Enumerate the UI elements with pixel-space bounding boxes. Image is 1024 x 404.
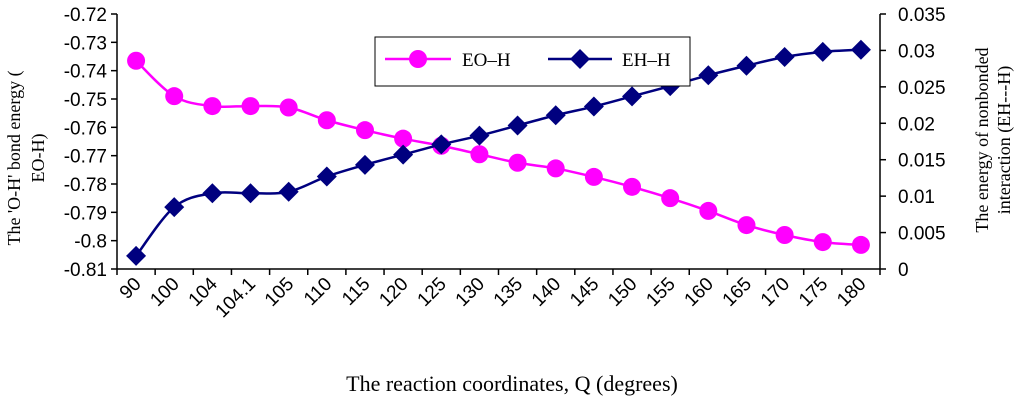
y-left-tick-label: -0.79: [64, 203, 107, 224]
series-layer: [126, 39, 871, 266]
legend-box: [374, 36, 691, 87]
data-point-ehh: [583, 96, 604, 117]
x-tick-label: 90: [116, 274, 146, 304]
data-point-ehh: [126, 245, 147, 266]
x-tick-label: 150: [604, 274, 641, 311]
data-point-eoh: [546, 159, 565, 178]
y-right-tick-label: 0: [898, 260, 909, 281]
data-point-ehh: [240, 183, 261, 204]
x-tick-label: 160: [681, 274, 718, 311]
y-right-axis-title-line2: interaction (EH---H): [994, 66, 1015, 214]
y-right-tick-label: 0.035: [898, 5, 946, 26]
y-right-tick-label: 0.01: [898, 187, 935, 208]
legend-ehh-marker: [570, 49, 590, 69]
x-tick-label: 180: [833, 274, 870, 311]
data-point-eoh: [851, 235, 870, 254]
data-point-ehh: [278, 181, 299, 202]
data-point-eoh: [737, 216, 756, 235]
y-left-tick-label: -0.77: [64, 147, 107, 168]
y-right-axis-title-line1: The energy of nonbonded: [972, 47, 992, 232]
x-tick-label: 125: [414, 274, 451, 311]
y-left-tick-label: -0.74: [64, 62, 108, 83]
data-point-eoh: [508, 153, 527, 172]
x-tick-label: 115: [338, 274, 374, 310]
legend-label-ehh: EH–H: [622, 50, 671, 71]
y-left-axis-title-line1: The 'O-H' bond energy (: [4, 70, 25, 245]
data-point-eoh: [241, 97, 260, 116]
data-point-eoh: [165, 87, 184, 106]
legend-eoh-marker: [409, 50, 427, 68]
x-tick-label: 175: [795, 274, 832, 311]
x-tick-label: 145: [566, 274, 603, 311]
x-tick-label: 110: [300, 274, 336, 310]
data-point-eoh: [623, 177, 642, 196]
data-point-ehh: [507, 115, 528, 136]
data-point-eoh: [775, 226, 794, 244]
data-point-ehh: [545, 105, 566, 126]
y-left-tick-label: -0.73: [64, 33, 107, 54]
x-tick-label: 135: [490, 274, 527, 311]
x-tick-label: 130: [452, 274, 489, 311]
legend: EO–H EH–H: [374, 36, 691, 87]
x-tick-label: 100: [146, 274, 183, 311]
y-right-tick-label: 0.005: [898, 224, 946, 245]
data-point-eoh: [279, 98, 298, 117]
data-point-eoh: [203, 97, 222, 116]
y-left-tick-label: -0.75: [64, 90, 107, 111]
x-tick-label: 120: [375, 274, 412, 311]
data-point-ehh: [431, 134, 452, 155]
data-point-eoh: [813, 233, 832, 252]
y-left-tick-label: -0.76: [64, 118, 107, 139]
x-tick-label: 105: [261, 274, 298, 311]
data-point-ehh: [698, 65, 719, 86]
data-point-ehh: [469, 125, 490, 146]
x-tick-label: 104.1: [212, 274, 260, 322]
x-tick-label: 140: [528, 274, 565, 311]
data-point-ehh: [812, 41, 833, 62]
y-left-tick-label: -0.8: [74, 232, 107, 253]
x-tick-label: 155: [642, 274, 679, 311]
data-point-ehh: [774, 46, 795, 67]
data-point-ehh: [316, 166, 337, 187]
y-left-tick-label: -0.78: [64, 175, 107, 196]
y-left-tick-label: -0.81: [64, 260, 107, 281]
x-tick-label: 165: [719, 274, 756, 311]
data-point-ehh: [202, 183, 223, 204]
data-point-ehh: [354, 154, 375, 175]
data-point-eoh: [699, 201, 718, 220]
y-left-tick-label: -0.72: [64, 5, 107, 26]
data-point-eoh: [355, 121, 374, 140]
data-point-eoh: [584, 167, 603, 186]
data-point-eoh: [661, 189, 680, 208]
data-point-ehh: [622, 86, 643, 107]
data-point-ehh: [736, 55, 757, 76]
y-right-tick-label: 0.015: [898, 151, 946, 172]
data-point-ehh: [393, 144, 414, 165]
data-point-eoh: [394, 129, 413, 148]
x-tick-label: 170: [757, 274, 794, 311]
y-left-axis-title-line2: EO-H): [28, 134, 49, 183]
x-axis-title: The reaction coordinates, Q (degrees): [346, 371, 678, 396]
y-right-tick-label: 0.02: [898, 114, 935, 135]
data-point-ehh: [850, 39, 871, 60]
y-right-tick-label: 0.025: [898, 78, 946, 99]
data-point-ehh: [164, 197, 185, 218]
y-right-tick-label: 0.03: [898, 41, 935, 62]
data-point-eoh: [317, 111, 336, 130]
series-line-eoh: [135, 59, 862, 247]
data-point-eoh: [127, 51, 146, 70]
data-point-eoh: [470, 145, 489, 164]
legend-label-eoh: EO–H: [462, 50, 511, 71]
